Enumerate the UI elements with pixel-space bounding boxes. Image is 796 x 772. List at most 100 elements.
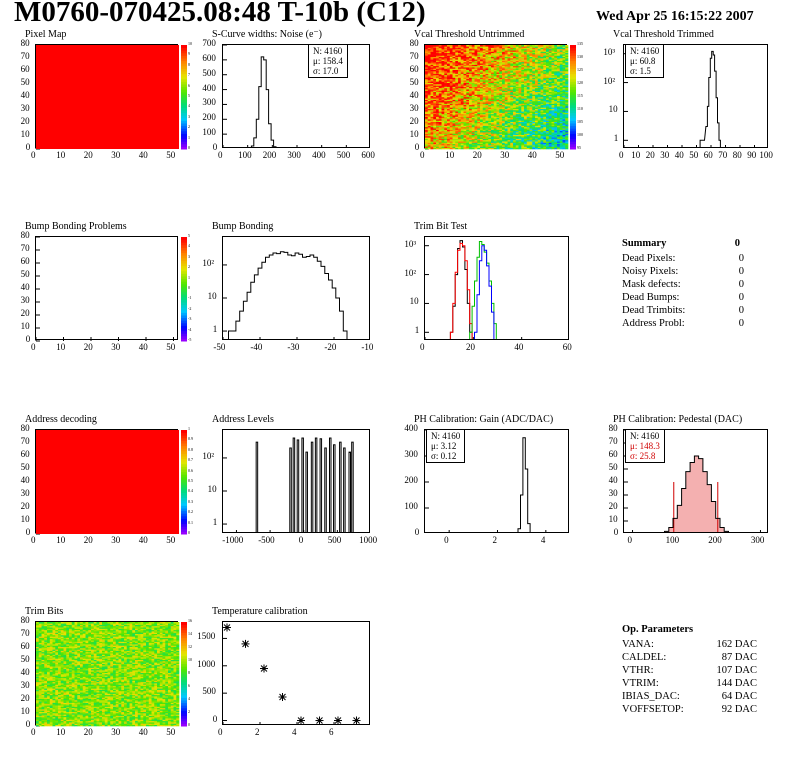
vcal_untrimmed-cell — [496, 129, 500, 132]
pixel_map-colorbar-band — [181, 71, 187, 75]
vcal_untrimmed-cell — [507, 72, 511, 74]
vcal_untrimmed-cell — [540, 103, 544, 106]
vcal_untrimmed-cell — [469, 139, 473, 142]
vcal_untrimmed-cell — [482, 113, 486, 116]
vcal_untrimmed-cell — [515, 100, 519, 103]
vcal_untrimmed-cell — [480, 115, 484, 117]
vcal_untrimmed-cell — [543, 46, 547, 48]
vcal_untrimmed-cell — [449, 74, 453, 77]
vcal_untrimmed-cell — [477, 87, 481, 90]
vcal_untrimmed-cell — [551, 61, 555, 64]
vcal_untrimmed-xtick: 20 — [472, 150, 482, 160]
vcal_untrimmed-colorbar-band — [570, 94, 576, 98]
address_decoding-colorbar-band — [181, 531, 187, 535]
vcal_untrimmed-colorbar-band — [570, 84, 576, 88]
vcal_untrimmed-cell — [499, 119, 503, 121]
address_decoding-colorbar-tick: 0.6 — [188, 467, 193, 473]
vcal_untrimmed-cell — [477, 94, 481, 96]
vcal_untrimmed-cell — [548, 125, 552, 128]
vcal_untrimmed-cell — [455, 55, 459, 57]
vcal_untrimmed-cell — [444, 98, 448, 100]
address_decoding-colorbar-tick: 0.3 — [188, 498, 193, 504]
vcal_untrimmed-cell — [458, 128, 462, 130]
trim_bits-cell — [176, 719, 180, 722]
vcal_untrimmed-cell — [493, 116, 497, 119]
vcal_untrimmed-cell — [559, 58, 563, 60]
bump_problems-colorbar-band — [181, 315, 187, 319]
vcal_untrimmed-colorbar-band — [570, 71, 576, 75]
vcal_untrimmed-cell — [559, 51, 563, 54]
vcal_untrimmed-cell — [447, 86, 451, 89]
vcal_untrimmed-cell — [469, 103, 473, 106]
vcal_untrimmed-cell — [488, 107, 492, 109]
vcal_untrimmed-cell — [444, 95, 448, 98]
vcal_untrimmed-cell — [507, 78, 511, 81]
vcal_untrimmed-cell — [496, 94, 500, 96]
vcal_untrimmed-cell — [433, 147, 437, 150]
vcal_untrimmed-cell — [546, 138, 550, 141]
vcal_untrimmed-cell — [458, 65, 462, 68]
vcal_untrimmed-cell — [524, 81, 528, 83]
vcal_untrimmed-cell — [504, 99, 508, 102]
vcal_untrimmed-cell — [425, 81, 429, 83]
vcal_untrimmed-cell — [449, 54, 453, 56]
vcal_untrimmed-cell — [444, 141, 448, 143]
vcal_untrimmed-cell — [427, 136, 431, 138]
vcal_untrimmed-cell — [441, 103, 445, 106]
vcal_untrimmed-cell — [433, 81, 437, 83]
vcal_untrimmed-cell — [543, 63, 547, 65]
vcal_untrimmed-cell — [436, 106, 440, 108]
bump_problems-colorbar-tick: 1 — [188, 274, 190, 280]
vcal_untrimmed-cell — [513, 80, 517, 82]
vcal_untrimmed-cell — [455, 82, 459, 85]
vcal_untrimmed-cell — [513, 69, 517, 72]
vcal_untrimmed-cell — [485, 64, 489, 67]
vcal_untrimmed-cell — [471, 71, 475, 73]
vcal_untrimmed-cell — [513, 126, 517, 129]
vcal_untrimmed-cell — [458, 123, 462, 125]
vcal_untrimmed-cell — [488, 73, 492, 76]
vcal_untrimmed-cell — [491, 95, 495, 98]
vcal_untrimmed-cell — [436, 64, 440, 67]
vcal_untrimmed-cell — [499, 125, 503, 128]
vcal_untrimmed-cell — [526, 94, 530, 96]
vcal_untrimmed-cell — [477, 76, 481, 78]
vcal_untrimmed-cell — [535, 133, 539, 135]
vcal_untrimmed-cell — [463, 97, 467, 99]
vcal_untrimmed-cell — [482, 72, 486, 74]
trim_bits-cell — [99, 719, 103, 722]
vcal_untrimmed-cell — [433, 113, 437, 116]
vcal_untrimmed-cell — [537, 128, 541, 130]
vcal_untrimmed-cell — [543, 47, 547, 50]
vcal_untrimmed-cell — [460, 110, 464, 112]
trim_bits-cell — [99, 722, 103, 724]
vcal_untrimmed-cell — [433, 72, 437, 74]
vcal_untrimmed-cell — [529, 51, 533, 54]
vcal_untrimmed-cell — [535, 100, 539, 103]
vcal_untrimmed-cell — [477, 68, 481, 70]
vcal_untrimmed-cell — [504, 113, 508, 116]
vcal_untrimmed-cell — [510, 102, 514, 104]
vcal_untrimmed-cell — [499, 108, 503, 111]
vcal_untrimmed-cell — [513, 78, 517, 81]
vcal_untrimmed-cell — [557, 100, 561, 103]
vcal_untrimmed-cell — [485, 80, 489, 82]
vcal_untrimmed-cell — [482, 93, 486, 95]
vcal_untrimmed-cell — [515, 111, 519, 113]
vcal_untrimmed-cell — [493, 139, 497, 142]
vcal_untrimmed-cell — [521, 106, 525, 108]
vcal_untrimmed-cell — [565, 95, 569, 98]
vcal_untrimmed-cell — [546, 111, 550, 113]
vcal_untrimmed-cell — [474, 78, 478, 81]
vcal_untrimmed-cell — [493, 65, 497, 68]
trim_bits-cell — [168, 719, 172, 722]
vcal_untrimmed-cell — [543, 141, 547, 143]
vcal_untrimmed-cell — [543, 52, 547, 55]
vcal_untrimmed-cell — [441, 80, 445, 82]
vcal_untrimmed-cell — [532, 69, 536, 72]
vcal_untrimmed-cell — [507, 50, 511, 52]
vcal_untrimmed-cell — [460, 142, 464, 145]
trim_bits-cell — [85, 723, 89, 725]
vcal_untrimmed-cell — [460, 112, 464, 115]
vcal_untrimmed-cell — [427, 90, 431, 93]
